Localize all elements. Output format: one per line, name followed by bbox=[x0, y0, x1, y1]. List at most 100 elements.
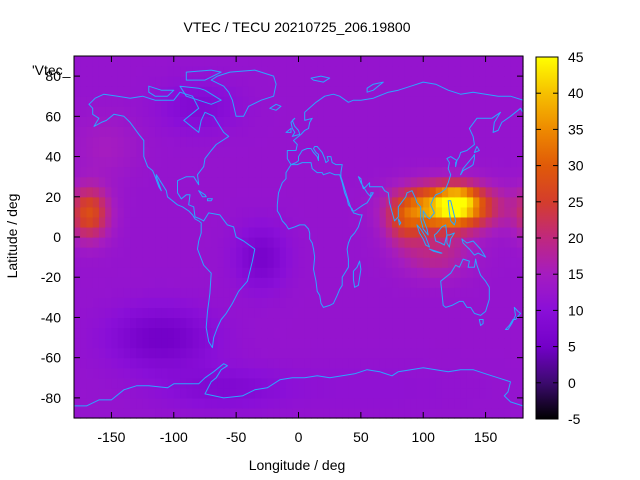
heatmap-cell bbox=[473, 407, 480, 419]
heatmap-cell bbox=[404, 367, 412, 379]
heatmap-cell bbox=[186, 407, 194, 419]
heatmap-cell bbox=[261, 186, 268, 198]
colorbar-tick-label: 15 bbox=[568, 266, 584, 282]
heatmap-cell bbox=[373, 267, 381, 278]
heatmap-cell bbox=[186, 156, 194, 168]
heatmap-cell bbox=[155, 106, 162, 117]
heatmap-cell bbox=[410, 307, 418, 319]
heatmap-cell bbox=[504, 66, 512, 77]
heatmap-cell bbox=[329, 327, 337, 339]
heatmap-cell bbox=[254, 267, 262, 278]
heatmap-cell bbox=[473, 237, 480, 248]
heatmap-cell bbox=[204, 367, 212, 379]
heatmap-cell bbox=[273, 106, 281, 117]
heatmap-cell bbox=[510, 186, 518, 198]
heatmap-cell bbox=[335, 397, 343, 409]
heatmap-cell bbox=[130, 146, 137, 158]
heatmap-cell bbox=[404, 176, 412, 188]
heatmap-cell bbox=[155, 327, 162, 339]
heatmap-cell bbox=[186, 247, 194, 258]
heatmap-cell bbox=[335, 196, 343, 208]
heatmap-cell bbox=[304, 126, 312, 138]
heatmap-cell bbox=[86, 407, 94, 419]
heatmap-cell bbox=[398, 166, 406, 178]
heatmap-cell bbox=[204, 407, 212, 419]
heatmap-cell bbox=[348, 367, 356, 379]
heatmap-cell bbox=[342, 377, 349, 389]
heatmap-cell bbox=[74, 66, 81, 77]
heatmap-cell bbox=[286, 367, 293, 379]
heatmap-cell bbox=[304, 397, 312, 409]
heatmap-cell bbox=[279, 186, 287, 198]
heatmap-cell bbox=[298, 307, 306, 319]
heatmap-cell bbox=[392, 226, 399, 238]
heatmap-cell bbox=[242, 327, 250, 339]
heatmap-cell bbox=[286, 196, 293, 208]
heatmap-cell bbox=[323, 277, 331, 288]
heatmap-cell bbox=[211, 357, 219, 369]
heatmap-cell bbox=[323, 267, 331, 278]
heatmap-cell bbox=[441, 76, 449, 87]
heatmap-cell bbox=[267, 377, 275, 389]
heatmap-cell bbox=[105, 267, 113, 278]
heatmap-cell bbox=[292, 156, 300, 168]
heatmap-cell bbox=[192, 347, 200, 359]
heatmap-cell bbox=[385, 86, 393, 97]
heatmap-cell bbox=[354, 297, 362, 308]
heatmap-cell bbox=[423, 196, 431, 208]
heatmap-cell bbox=[229, 146, 237, 158]
heatmap-cell bbox=[516, 237, 524, 248]
heatmap-cell bbox=[198, 367, 206, 379]
heatmap-cell bbox=[86, 277, 94, 288]
heatmap-cell bbox=[441, 297, 449, 308]
heatmap-cell bbox=[460, 96, 468, 107]
heatmap-cell bbox=[479, 237, 487, 248]
heatmap-cell bbox=[229, 317, 237, 329]
heatmap-cell bbox=[335, 407, 343, 419]
heatmap-cell bbox=[448, 196, 456, 208]
heatmap-cell bbox=[161, 297, 169, 308]
heatmap-cell bbox=[229, 86, 237, 97]
heatmap-cell bbox=[111, 347, 119, 359]
heatmap-cell bbox=[86, 126, 94, 138]
heatmap-cell bbox=[192, 86, 200, 97]
heatmap-cell bbox=[373, 66, 381, 77]
heatmap-cell bbox=[155, 367, 162, 379]
heatmap-cell bbox=[80, 136, 88, 148]
heatmap-cell bbox=[92, 247, 100, 258]
heatmap-cell bbox=[317, 397, 325, 409]
heatmap-cell bbox=[74, 226, 81, 238]
heatmap-cell bbox=[155, 407, 162, 419]
heatmap-cell bbox=[98, 397, 106, 409]
heatmap-cell bbox=[173, 66, 181, 77]
heatmap-cell bbox=[404, 166, 412, 178]
heatmap-cell bbox=[167, 317, 175, 329]
heatmap-cell bbox=[74, 146, 81, 158]
heatmap-cell bbox=[223, 297, 231, 308]
heatmap-cell bbox=[217, 166, 225, 178]
heatmap-cell bbox=[367, 297, 374, 308]
heatmap-cell bbox=[111, 247, 119, 258]
heatmap-cell bbox=[410, 237, 418, 248]
heatmap-cell bbox=[261, 76, 268, 87]
heatmap-cell bbox=[416, 126, 424, 138]
heatmap-cell bbox=[155, 126, 162, 138]
heatmap-cell bbox=[117, 237, 125, 248]
heatmap-cell bbox=[491, 186, 499, 198]
heatmap-cell bbox=[248, 86, 256, 97]
heatmap-cell bbox=[441, 337, 449, 349]
heatmap-cell bbox=[167, 337, 175, 349]
heatmap-cell bbox=[435, 206, 443, 218]
heatmap-cell bbox=[279, 317, 287, 329]
heatmap-cell bbox=[498, 407, 505, 419]
heatmap-cell bbox=[329, 66, 337, 77]
heatmap-cell bbox=[192, 206, 200, 218]
heatmap-cell bbox=[223, 146, 231, 158]
heatmap-cell bbox=[342, 216, 349, 228]
plot-area bbox=[73, 55, 524, 419]
heatmap-cell bbox=[360, 176, 368, 188]
heatmap-cell bbox=[142, 267, 150, 278]
heatmap-cell bbox=[86, 156, 94, 168]
heatmap-cell bbox=[329, 206, 337, 218]
heatmap-cell bbox=[367, 66, 374, 77]
